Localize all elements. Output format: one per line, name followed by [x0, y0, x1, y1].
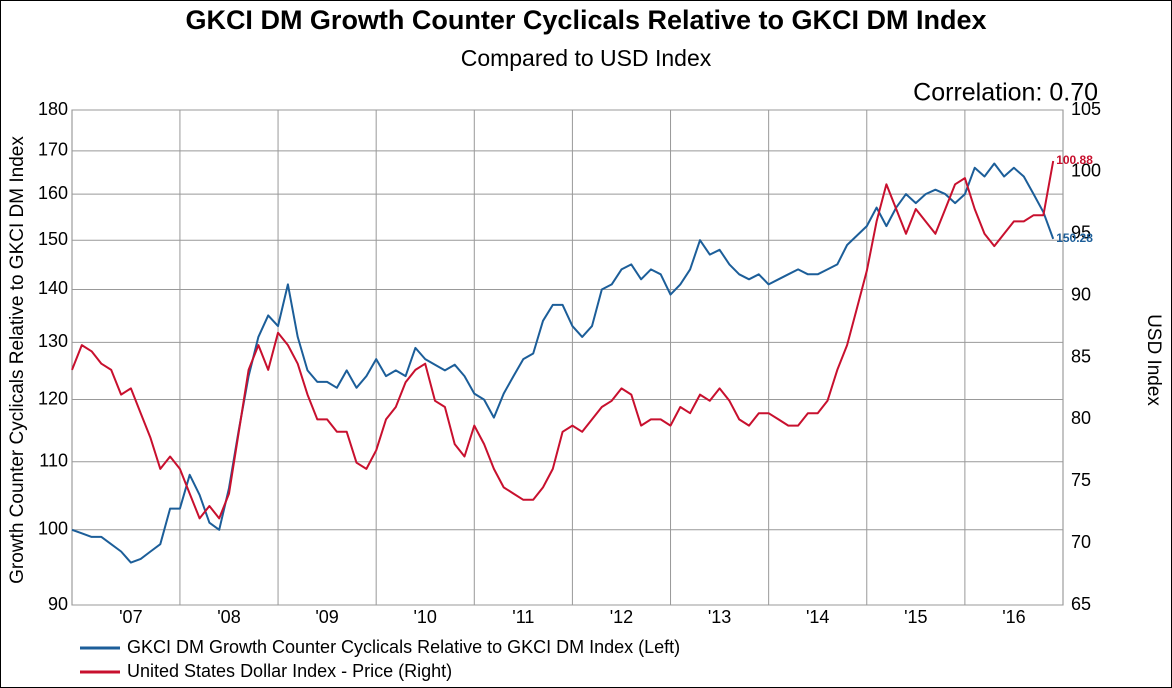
y2-tick-label: 105	[1071, 99, 1101, 119]
y2-tick-label: 90	[1071, 284, 1091, 304]
y2-tick-label: 80	[1071, 408, 1091, 428]
x-tick-label: '09	[315, 607, 338, 627]
y-tick-label: 120	[38, 388, 68, 408]
y2-axis-title: USD Index	[1143, 314, 1164, 406]
y-tick-label: 90	[48, 594, 68, 614]
y2-tick-label: 75	[1071, 470, 1091, 490]
y-tick-label: 150	[38, 229, 68, 249]
y2-tick-label: 70	[1071, 532, 1091, 552]
x-tick-label: '14	[806, 607, 829, 627]
y2-tick-label: 100	[1071, 161, 1101, 181]
y-tick-label: 130	[38, 331, 68, 351]
legend-label: GKCI DM Growth Counter Cyclicals Relativ…	[127, 637, 680, 657]
chart-title: GKCI DM Growth Counter Cyclicals Relativ…	[185, 5, 986, 35]
end-value-label: 100.88	[1056, 153, 1093, 167]
x-tick-label: '11	[512, 607, 534, 627]
y2-tick-label: 95	[1071, 223, 1091, 243]
y-tick-label: 110	[39, 450, 68, 470]
x-tick-label: '13	[708, 607, 731, 627]
series-line	[71, 160, 1055, 520]
plot-area	[71, 109, 1064, 606]
annotation: Correlation: 0.70	[913, 79, 1098, 107]
y-tick-label: 140	[38, 278, 68, 298]
y2-tick-label: 65	[1071, 594, 1091, 614]
x-tick-label: '15	[904, 607, 927, 627]
x-tick-label: '10	[413, 607, 436, 627]
x-tick-label: '12	[610, 607, 633, 627]
end-value-label: 150.28	[1056, 231, 1093, 245]
chart-subtitle: Compared to USD Index	[461, 45, 712, 71]
x-tick-label: '08	[217, 607, 240, 627]
x-tick-label: '16	[1002, 607, 1025, 627]
y-tick-label: 160	[38, 183, 68, 203]
y-tick-label: 170	[38, 140, 68, 160]
y-tick-label: 100	[38, 519, 68, 539]
x-tick-label: '07	[119, 607, 142, 627]
y2-tick-label: 85	[1071, 346, 1091, 366]
legend-label: United States Dollar Index - Price (Righ…	[127, 661, 452, 681]
y-axis-title: Growth Counter Cyclicals Relative to GKC…	[7, 136, 28, 584]
y-tick-label: 180	[38, 99, 68, 119]
